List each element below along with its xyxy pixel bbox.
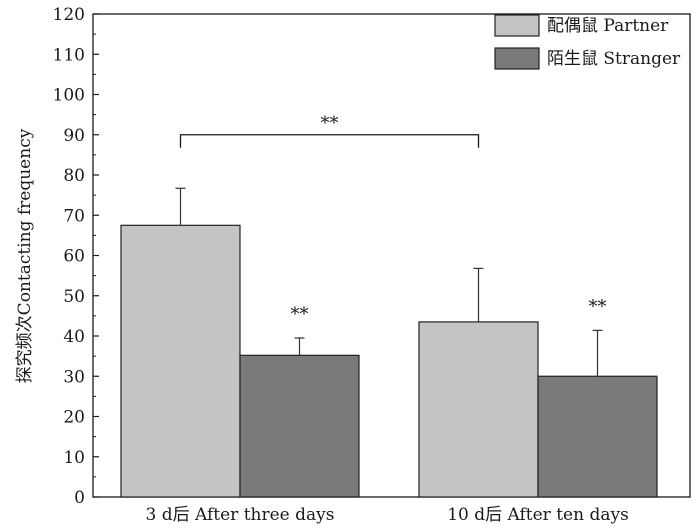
y-tick-label: 80 xyxy=(63,166,85,186)
y-tick-label: 20 xyxy=(63,408,85,428)
bars xyxy=(120,224,658,498)
x-tick-label: 3 d后 After three days xyxy=(146,505,335,525)
legend-swatch xyxy=(494,47,540,70)
y-tick-label: 90 xyxy=(63,126,85,146)
significance-label: ** xyxy=(589,296,607,317)
bar xyxy=(537,375,658,498)
legend-label: 陌生鼠 Stranger xyxy=(547,49,681,69)
axes: 0 10 20 30 40 50 60 70 80 90 100 110 120 3 d后 After t… xyxy=(53,5,691,525)
y-tick-label: 60 xyxy=(63,247,85,267)
significance-marks: ** ** ** xyxy=(179,113,607,325)
significance-bracket xyxy=(179,134,480,148)
legend-swatch xyxy=(494,14,540,37)
y-tick-label: 120 xyxy=(53,5,85,25)
y-axis-label: 探究频次Contacting frequency xyxy=(15,128,35,383)
y-tick-label: 10 xyxy=(63,448,85,468)
bracket-label: ** xyxy=(321,113,339,134)
y-tick-label: 100 xyxy=(53,86,85,106)
x-tick-label: 10 d后 After ten days xyxy=(447,505,629,525)
y-tick-label: 50 xyxy=(63,287,85,307)
legend-label: 配偶鼠 Partner xyxy=(547,16,669,36)
y-tick-label: 0 xyxy=(74,488,85,508)
bar xyxy=(120,224,241,498)
bar xyxy=(239,354,360,498)
error-bars xyxy=(175,187,603,377)
y-tick-label: 110 xyxy=(53,45,85,65)
y-tick-label: 30 xyxy=(63,367,85,387)
significance-label: ** xyxy=(291,304,309,325)
legend: 配偶鼠 Partner 陌生鼠 Stranger xyxy=(494,14,681,70)
bar xyxy=(418,321,539,498)
y-tick-label: 40 xyxy=(63,327,85,347)
y-tick-label: 70 xyxy=(63,206,85,226)
